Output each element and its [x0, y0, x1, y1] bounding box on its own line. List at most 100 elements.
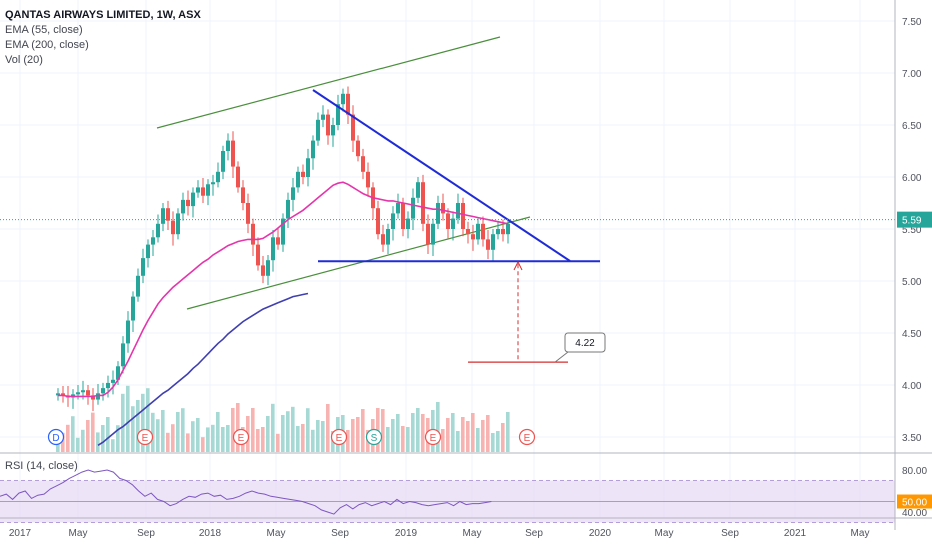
volume-bar	[226, 425, 230, 452]
volume-bar	[186, 433, 190, 452]
candle-body	[426, 223, 430, 245]
volume-bar	[221, 427, 225, 452]
event-label: E	[524, 433, 531, 444]
volume-bar	[501, 423, 505, 452]
volume-bar	[301, 424, 305, 452]
volume-bar	[96, 432, 100, 452]
event-label: E	[142, 433, 149, 444]
volume-bar	[141, 393, 145, 452]
volume-bar	[496, 431, 500, 452]
volume-bar	[56, 442, 60, 452]
volume-bar	[356, 417, 360, 452]
target-callout-box	[564, 332, 606, 353]
candle-body	[386, 229, 390, 245]
volume-bar	[291, 406, 295, 452]
volume-bar	[306, 408, 310, 452]
event-label: D	[52, 433, 59, 444]
rsi-level-badge	[897, 494, 932, 509]
candle-body	[406, 218, 410, 229]
candle-body	[141, 258, 145, 276]
candle-body	[396, 203, 400, 214]
y-tick-label: 3.50	[902, 433, 922, 444]
volume-bar	[86, 420, 90, 452]
candle-body	[376, 208, 380, 235]
event-marker	[47, 428, 65, 446]
rsi-level-label: 50.00	[902, 498, 927, 509]
candle-body	[356, 140, 360, 157]
candle-body	[116, 366, 120, 380]
y-tick-label: 7.50	[902, 17, 922, 28]
candle-body	[101, 388, 105, 394]
x-tick-label: Sep	[721, 528, 739, 539]
volume-bar	[311, 429, 315, 452]
volume-bar	[281, 415, 285, 452]
channel-lines	[156, 36, 531, 310]
volume-bar	[451, 413, 455, 452]
candle-body	[251, 223, 255, 245]
candle-body	[221, 151, 225, 172]
rsi-panel	[0, 452, 932, 523]
candle-body	[126, 320, 130, 344]
volume-bar	[81, 429, 85, 452]
candle-body	[476, 223, 480, 240]
legend-vol: Vol (20)	[5, 54, 43, 66]
legend-ema55: EMA (55, close)	[5, 24, 83, 36]
x-tick-label: May	[655, 528, 674, 539]
candle-body	[416, 182, 420, 198]
x-tick-label: 2020	[589, 528, 612, 539]
candle-body	[306, 158, 310, 177]
ema200-line	[97, 292, 309, 446]
candle-body	[451, 218, 455, 229]
channel-upper-line	[156, 36, 501, 129]
candle-body	[286, 199, 290, 219]
triangle-resistance-line	[312, 89, 571, 262]
volume-bar	[116, 425, 120, 452]
y-tick-label: 5.50	[902, 225, 922, 236]
candle-body	[321, 114, 325, 120]
candle-body	[186, 199, 190, 207]
volume-bar	[146, 388, 150, 452]
volume-bar	[176, 412, 180, 452]
volume-bars	[56, 385, 510, 452]
candle-body	[81, 390, 85, 393]
candle-body	[171, 220, 175, 235]
candle-body	[236, 166, 240, 188]
volume-bar	[421, 414, 425, 452]
volume-bar	[386, 427, 390, 452]
candle-body	[266, 260, 270, 276]
candle-body	[391, 213, 395, 229]
candle-body	[216, 171, 220, 183]
candle-body	[486, 239, 490, 250]
arrow-head	[513, 260, 523, 271]
candle-body	[421, 182, 425, 224]
volume-bar	[206, 427, 210, 452]
candle-body	[456, 203, 460, 219]
volume-bar	[406, 427, 410, 452]
volume-bar	[276, 433, 280, 452]
x-tick-label: May	[267, 528, 286, 539]
volume-bar	[286, 411, 290, 452]
y-tick-label: 4.00	[902, 381, 922, 392]
legend: QANTAS AIRWAYS LIMITED, 1W, ASX EMA (55,…	[5, 8, 201, 68]
candle-body	[196, 187, 200, 193]
candle-body	[446, 213, 450, 229]
volume-bar	[491, 433, 495, 452]
volume-bar	[476, 428, 480, 452]
legend-ema200: EMA (200, close)	[5, 39, 89, 51]
candle-body	[256, 244, 260, 266]
volume-bar	[216, 412, 220, 452]
candle-body	[481, 223, 485, 240]
event-label: E	[336, 433, 343, 444]
volume-bar	[66, 424, 70, 452]
event-label: E	[238, 433, 245, 444]
event-marker	[365, 428, 383, 446]
volume-bar	[181, 408, 185, 452]
volume-bar	[91, 412, 95, 452]
candle-body	[241, 187, 245, 203]
candle-body	[291, 187, 295, 200]
candle-body	[226, 140, 230, 151]
volume-bar	[166, 432, 170, 452]
volume-bar	[151, 412, 155, 452]
volume-bar	[161, 410, 165, 452]
volume-bar	[391, 419, 395, 452]
